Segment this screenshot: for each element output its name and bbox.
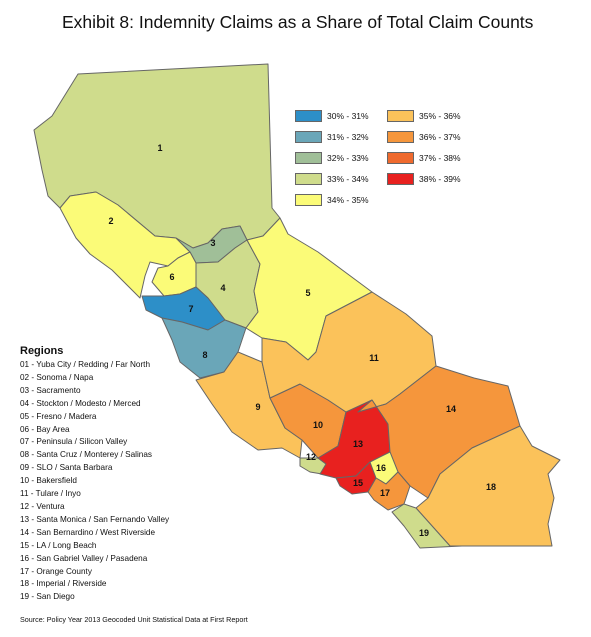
- region-19-shape: [391, 503, 463, 549]
- region-list-item: 11 - Tulare / Inyo: [20, 489, 81, 499]
- region-11-label: 11: [369, 353, 379, 363]
- region-03-label: 3: [210, 238, 215, 248]
- region-15-label: 15: [353, 478, 363, 488]
- region-05-label: 5: [305, 288, 310, 298]
- regions-list: Regions 01 - Yuba City / Redding / Far N…: [20, 345, 240, 604]
- legend-label: 33% - 34%: [327, 174, 369, 184]
- legend-item: 30% - 31%: [295, 109, 369, 123]
- legend-label: 34% - 35%: [327, 195, 369, 205]
- region-list-item: 03 - Sacramento: [20, 385, 81, 395]
- region-06-label: 6: [169, 272, 174, 282]
- legend-label: 35% - 36%: [419, 111, 461, 121]
- region-list-item: 08 - Santa Cruz / Monterey / Salinas: [20, 450, 152, 460]
- region-13-label: 13: [353, 439, 363, 449]
- region-09-label: 9: [255, 402, 260, 412]
- region-19-label: 19: [419, 528, 429, 538]
- legend-label: 38% - 39%: [419, 174, 461, 184]
- region-17-shape: [367, 471, 411, 511]
- region-17-label: 17: [380, 488, 390, 498]
- region-list-item: 16 - San Gabriel Valley / Pasadena: [20, 553, 148, 563]
- legend-swatch: [387, 173, 414, 185]
- legend-swatch: [387, 131, 414, 143]
- legend-item: 35% - 36%: [387, 109, 461, 123]
- legend-item: 31% - 32%: [295, 130, 369, 144]
- legend-swatch: [295, 131, 322, 143]
- region-list-item: 12 - Ventura: [20, 501, 65, 511]
- region-08-label: 8: [202, 350, 207, 360]
- legend-swatch: [295, 194, 322, 206]
- legend-swatch: [295, 110, 322, 122]
- legend-label: 31% - 32%: [327, 132, 369, 142]
- legend-label: 32% - 33%: [327, 153, 369, 163]
- legend-swatch: [295, 173, 322, 185]
- region-list-item: 13 - Santa Monica / San Fernando Valley: [20, 514, 170, 524]
- region-list-item: 04 - Stockton / Modesto / Merced: [20, 398, 141, 408]
- region-list-item: 01 - Yuba City / Redding / Far North: [20, 360, 151, 369]
- region-14-label: 14: [446, 404, 456, 414]
- legend-swatch: [387, 152, 414, 164]
- region-04-label: 4: [220, 283, 225, 293]
- legend-item: 32% - 33%: [295, 151, 369, 165]
- legend-item: 33% - 34%: [295, 172, 369, 186]
- legend-item: 36% - 37%: [387, 130, 461, 144]
- region-list-item: 02 - Sonoma / Napa: [20, 372, 94, 382]
- region-list-item: 17 - Orange County: [20, 566, 92, 576]
- legend-item: 38% - 39%: [387, 172, 461, 186]
- map-legend: 30% - 31% 31% - 32% 32% - 33% 33% - 34% 34% …: [295, 109, 461, 211]
- region-list-item: 09 - SLO / Santa Barbara: [20, 463, 113, 473]
- source-note: Source: Policy Year 2013 Geocoded Unit S…: [20, 615, 248, 624]
- regions-title: Regions: [20, 345, 64, 357]
- legend-label: 36% - 37%: [419, 132, 461, 142]
- region-02-label: 2: [108, 216, 113, 226]
- legend-label: 37% - 38%: [419, 153, 461, 163]
- region-list-item: 19 - San Diego: [20, 592, 75, 602]
- region-list-item: 14 - San Bernardino / West Riverside: [20, 527, 156, 537]
- region-list-item: 06 - Bay Area: [20, 424, 70, 434]
- legend-swatch: [295, 152, 322, 164]
- region-07-label: 7: [188, 304, 193, 314]
- region-list-item: 15 - LA / Long Beach: [20, 540, 97, 550]
- region-16-label: 16: [376, 463, 386, 473]
- region-12-label: 12: [306, 452, 316, 462]
- region-list-item: 18 - Imperial / Riverside: [20, 579, 107, 589]
- region-10-label: 10: [313, 420, 323, 430]
- legend-swatch: [387, 110, 414, 122]
- legend-label: 30% - 31%: [327, 111, 369, 121]
- region-list-item: 10 - Bakersfield: [20, 476, 77, 486]
- region-18-label: 18: [486, 482, 496, 492]
- page-title: Exhibit 8: Indemnity Claims as a Share o…: [62, 12, 534, 32]
- region-list-item: 07 - Peninsula / Silicon Valley: [20, 437, 128, 447]
- legend-item: 37% - 38%: [387, 151, 461, 165]
- region-list-item: 05 - Fresno / Madera: [20, 411, 97, 421]
- region-01-label: 1: [157, 143, 162, 153]
- legend-item: 34% - 35%: [295, 193, 369, 207]
